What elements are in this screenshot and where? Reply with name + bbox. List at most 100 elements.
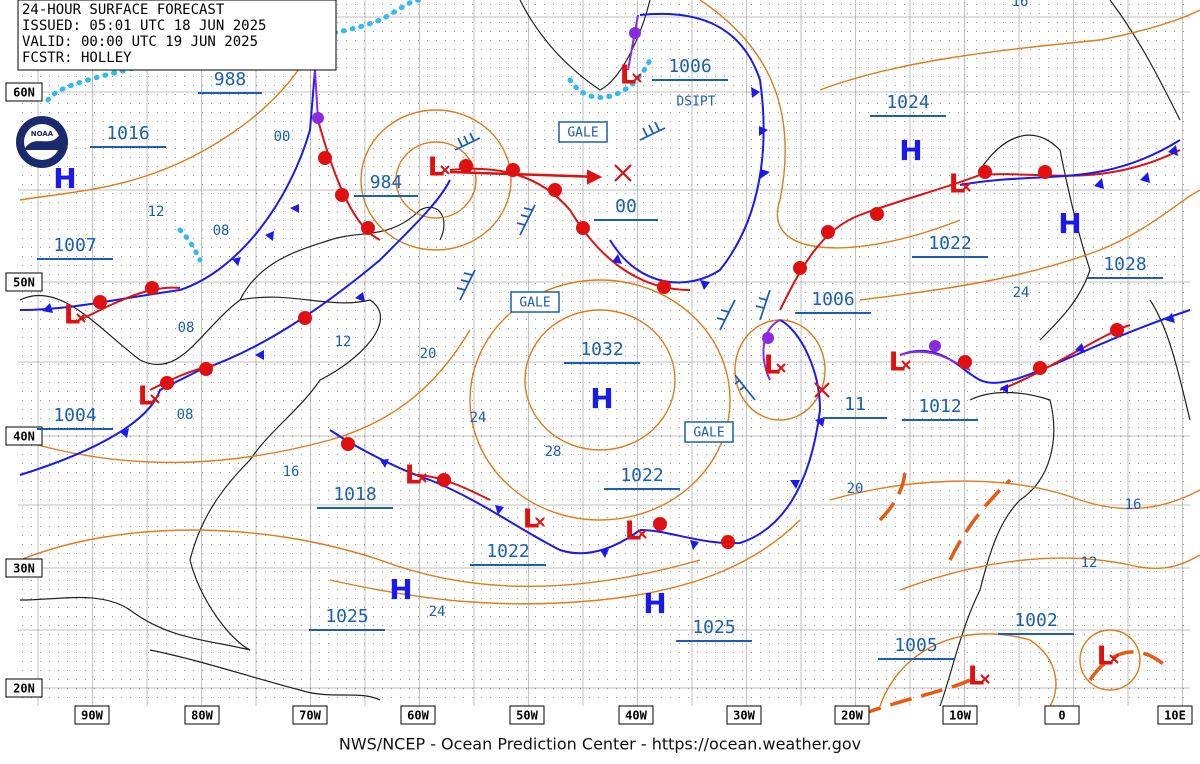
pressure-label: 1012 bbox=[918, 396, 961, 417]
ice-edge bbox=[45, 0, 653, 103]
lon-label: 10E bbox=[1164, 709, 1186, 723]
low-center: L bbox=[625, 517, 642, 547]
pressure-label: 00 bbox=[615, 196, 637, 217]
pressure-label: 1032 bbox=[580, 339, 623, 360]
lon-label: 80W bbox=[191, 709, 213, 723]
lon-box bbox=[618, 705, 654, 725]
low-center: L bbox=[405, 461, 422, 491]
lon-box bbox=[1157, 705, 1193, 725]
pressure-label: 984 bbox=[370, 172, 403, 193]
dissipating-note: DSIPT bbox=[676, 95, 715, 110]
pressure-label: 1005 bbox=[894, 635, 937, 656]
pressure-label: 1007 bbox=[53, 235, 96, 256]
isobar-label: 08 bbox=[213, 223, 230, 239]
wind-barbs bbox=[454, 121, 771, 401]
lon-label: 90W bbox=[81, 709, 103, 723]
pressure-label: 1018 bbox=[333, 484, 376, 505]
high-center: H bbox=[590, 382, 613, 415]
lat-box bbox=[5, 678, 43, 698]
low-x bbox=[535, 517, 545, 527]
isobar-label: 28 bbox=[545, 444, 562, 460]
low-center: L bbox=[968, 662, 985, 692]
footer: NWS/NCEP - Ocean Prediction Center - htt… bbox=[339, 735, 861, 754]
logo-text: NOAA bbox=[31, 130, 54, 138]
gale-box bbox=[558, 121, 608, 143]
pressure-label: 1006 bbox=[668, 56, 711, 77]
isobars bbox=[19, 0, 1200, 707]
isobar-label: 12 bbox=[335, 334, 352, 350]
low-x bbox=[637, 529, 647, 539]
isobar-label: 24 bbox=[1013, 285, 1030, 301]
lon-label: 0 bbox=[1058, 709, 1065, 723]
gale-box bbox=[510, 291, 560, 313]
low-center: L bbox=[764, 351, 781, 381]
pressure-label: 1025 bbox=[325, 606, 368, 627]
header-box bbox=[17, 0, 337, 71]
isobar-label: 00 bbox=[274, 129, 291, 145]
lon-label: 30W bbox=[733, 709, 755, 723]
isobar-label: 12 bbox=[148, 204, 165, 220]
lat-label: 40N bbox=[13, 430, 35, 444]
low-center: L bbox=[620, 61, 637, 91]
lon-box bbox=[1044, 705, 1080, 725]
pressure-label: 1022 bbox=[486, 541, 529, 562]
high-center: H bbox=[53, 162, 76, 195]
pressure-label: 1004 bbox=[53, 405, 96, 426]
isobar-label: 16 bbox=[1125, 497, 1142, 513]
low-center: L bbox=[428, 153, 445, 183]
lon-label: 40W bbox=[625, 709, 647, 723]
gale-label: GALE bbox=[519, 296, 550, 311]
isobar-label: 08 bbox=[178, 320, 195, 336]
lon-box bbox=[509, 705, 545, 725]
dot-grid bbox=[18, 0, 1190, 706]
lon-box bbox=[834, 705, 870, 725]
pressure-label: 1002 bbox=[1014, 610, 1057, 631]
lat-box bbox=[5, 272, 43, 292]
pressure-label: 988 bbox=[214, 69, 247, 90]
isobar-label: 20 bbox=[847, 481, 864, 497]
isobar-label: 12 bbox=[1081, 555, 1098, 571]
isobar-label: 24 bbox=[429, 604, 446, 620]
lon-label: 70W bbox=[299, 709, 321, 723]
low-x bbox=[632, 73, 642, 83]
pressure-label: 1006 bbox=[811, 289, 854, 310]
gale-label: GALE bbox=[693, 426, 724, 441]
header-line: 24-HOUR SURFACE FORECAST bbox=[22, 2, 225, 18]
low-x bbox=[440, 165, 450, 175]
lon-box bbox=[942, 705, 978, 725]
lon-box bbox=[184, 705, 220, 725]
isobar-label: 16 bbox=[1012, 0, 1029, 10]
low-x bbox=[961, 182, 971, 192]
low-center: L bbox=[889, 348, 906, 378]
lat-label: 60N bbox=[13, 86, 35, 100]
front-symbols bbox=[42, 27, 1178, 558]
low-x bbox=[776, 363, 786, 373]
pressure-label: 1025 bbox=[692, 617, 735, 638]
low-x bbox=[76, 313, 86, 323]
low-x bbox=[901, 360, 911, 370]
lat-label: 50N bbox=[13, 276, 35, 290]
gale-label: GALE bbox=[567, 126, 598, 141]
low-x bbox=[980, 674, 990, 684]
low-center: L bbox=[523, 505, 540, 535]
lat-box bbox=[5, 426, 43, 446]
high-center: H bbox=[389, 573, 412, 606]
low-x bbox=[1109, 654, 1119, 664]
lon-label: 10W bbox=[949, 709, 971, 723]
high-center: H bbox=[643, 587, 666, 620]
lat-label: 30N bbox=[13, 562, 35, 576]
lat-label: 20N bbox=[13, 682, 35, 696]
pressure-label: 1022 bbox=[928, 233, 971, 254]
isobar-label: 16 bbox=[283, 464, 300, 480]
header-line: FCSTR: HOLLEY bbox=[22, 50, 132, 66]
low-center: L bbox=[1097, 642, 1114, 672]
isobar-label: 24 bbox=[470, 410, 487, 426]
low-x bbox=[417, 473, 427, 483]
low-x bbox=[150, 394, 160, 404]
pressure-label: 11 bbox=[844, 394, 866, 415]
lat-box bbox=[5, 558, 43, 578]
low-center: L bbox=[949, 170, 966, 200]
isobar-label: 08 bbox=[177, 407, 194, 423]
lon-box bbox=[74, 705, 110, 725]
